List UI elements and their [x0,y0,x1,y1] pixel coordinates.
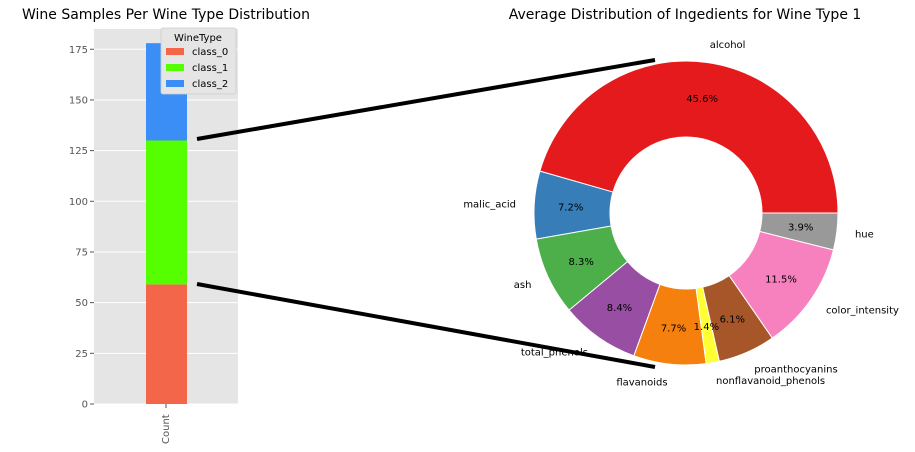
donut-category-label: proanthocyanins [754,364,837,375]
bar-chart-title: Wine Samples Per Wine Type Distribution [22,7,310,23]
legend-label-class_1: class_1 [192,63,228,74]
donut-value-label: 11.5% [765,274,797,285]
bar-segment-class_0 [146,284,187,404]
legend-swatch-class_0 [166,48,184,55]
legend-swatch-class_1 [166,64,184,71]
donut-value-label: 7.2% [558,202,583,213]
donut-value-label: 7.7% [661,323,686,334]
y-tick-label: 25 [75,349,88,360]
connector-line-bottom [196,282,656,369]
legend-label-class_2: class_2 [192,79,228,90]
legend-label-class_0: class_0 [192,47,228,58]
donut-slices [533,60,839,366]
donut-category-label: flavanoids [616,378,667,389]
donut-value-label: 8.3% [568,257,593,268]
y-tick-label: 125 [69,146,88,157]
legend-title: WineType [174,33,222,44]
bar-y-tick-labels: 0 25 50 75 100 125 150 175 [69,45,167,411]
donut-slice-alcohol [539,60,839,214]
legend-items: class_0 class_1 class_2 [166,47,228,90]
donut-value-label: 6.1% [720,314,745,325]
donut-category-label: total_phenols [521,348,588,359]
donut-value-label: 1.4% [694,322,719,333]
bar-segment-class_1 [146,140,187,285]
y-tick-label: 50 [75,298,88,309]
bar-x-tick-label: Count [161,414,172,444]
donut-category-label: alcohol [710,40,746,51]
donut-category-label: color_intensity [826,305,899,316]
y-tick-label: 150 [69,95,88,106]
donut-value-label: 8.4% [607,303,632,314]
donut-category-label: ash [514,280,532,291]
donut-category-label: nonflavanoid_phenols [716,376,825,387]
y-tick-label: 100 [69,197,88,208]
donut-category-label: malic_acid [463,199,516,210]
bar-legend: WineType class_0 class_1 class_2 [160,27,237,95]
donut-slice-hue [759,212,839,251]
donut-labels: 45.6% alcohol 7.2% malic_acid 8.3% ash 8.4% tot… [463,40,899,389]
y-tick-label: 75 [75,247,88,258]
donut-value-label: 45.6% [686,94,718,105]
connector-line-top [196,58,656,141]
pie-chart-title: Average Distribution of Ingedients for W… [509,7,862,23]
donut-value-label: 3.9% [788,223,813,234]
y-tick-label: 175 [69,45,88,56]
legend-box [160,27,237,95]
donut-category-label: hue [855,229,874,240]
legend-swatch-class_2 [166,80,184,87]
y-tick-label: 0 [82,400,88,411]
bar-stack [146,43,187,404]
